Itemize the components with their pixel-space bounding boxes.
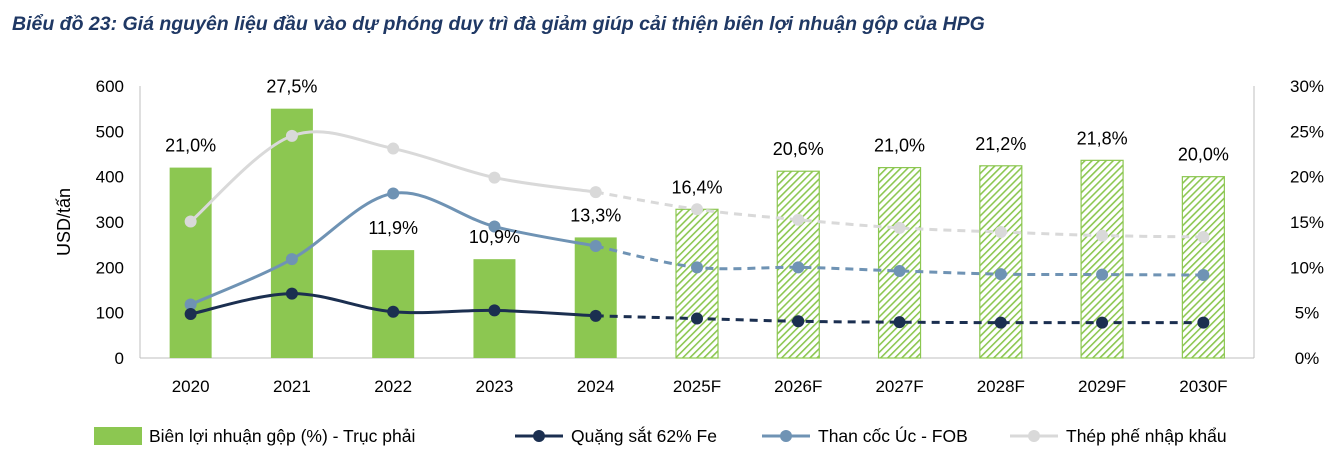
bar-2027F xyxy=(877,167,922,359)
x-tick-label: 2022 xyxy=(374,377,412,396)
legend-label: Than cốc Úc - FOB xyxy=(818,425,968,446)
y-tick-label: 200 xyxy=(96,258,124,277)
x-tick-label: 2020 xyxy=(172,377,210,396)
x-tick-label: 2025F xyxy=(673,377,721,396)
bar-2028F xyxy=(979,165,1023,359)
point-thep-phe-nhap-khau-2020 xyxy=(184,215,197,228)
y2-tick-label: 20% xyxy=(1290,168,1324,187)
legend-swatch-marker xyxy=(1028,430,1040,442)
chart-title: Biểu đồ 23: Giá nguyên liệu đầu vào dự p… xyxy=(12,13,985,35)
point-quang-sat-62-fe-2022 xyxy=(387,305,400,318)
point-than-coc-uc-fob-2029F xyxy=(1096,268,1109,281)
data-label-2022: 11,9% xyxy=(368,218,418,238)
data-label-2025F: 16,4% xyxy=(671,177,722,197)
bars xyxy=(169,108,1225,359)
point-than-coc-uc-fob-2028F xyxy=(994,268,1007,281)
point-quang-sat-62-fe-2029F xyxy=(1096,316,1109,329)
y-axis-title: USD/tấn xyxy=(54,188,74,256)
y2-tick-label: 10% xyxy=(1290,258,1324,277)
point-than-coc-uc-fob-2026F xyxy=(792,261,805,274)
point-thep-phe-nhap-khau-2029F xyxy=(1096,229,1109,242)
y2-tick-label: 30% xyxy=(1290,77,1324,96)
point-quang-sat-62-fe-2025F xyxy=(691,312,703,325)
legend-swatch-marker xyxy=(533,430,545,442)
x-tick-label: 2021 xyxy=(273,377,311,396)
point-thep-phe-nhap-khau-2030F xyxy=(1197,230,1210,243)
point-thep-phe-nhap-khau-2028F xyxy=(994,225,1007,238)
x-tick-label: 2024 xyxy=(577,377,615,396)
point-quang-sat-62-fe-2026F xyxy=(792,315,805,328)
point-thep-phe-nhap-khau-2021 xyxy=(285,129,298,142)
point-than-coc-uc-fob-2030F xyxy=(1197,269,1210,282)
point-thep-phe-nhap-khau-2027F xyxy=(893,221,906,234)
x-tick-label: 2027F xyxy=(875,377,923,396)
point-quang-sat-62-fe-2023 xyxy=(488,304,501,317)
y-tick-label: 100 xyxy=(96,304,124,323)
point-than-coc-uc-fob-2025F xyxy=(691,261,703,274)
lines xyxy=(184,129,1210,329)
point-thep-phe-nhap-khau-2026F xyxy=(792,213,805,226)
data-label-2027F: 21,0% xyxy=(874,136,925,156)
data-label-2023: 10,9% xyxy=(469,227,520,247)
bar-2022 xyxy=(372,250,415,358)
data-label-2030F: 20,0% xyxy=(1178,145,1229,165)
point-thep-phe-nhap-khau-2025F xyxy=(691,203,703,216)
point-than-coc-uc-fob-2023 xyxy=(488,220,501,233)
data-labels: 21,0% 27,5% 11,9% 10,9% 13,3% 16,4% 20,6% 21,0%… xyxy=(165,77,1229,248)
y-tick-label: 300 xyxy=(96,213,124,232)
point-quang-sat-62-fe-2030F xyxy=(1197,316,1210,329)
point-quang-sat-62-fe-2028F xyxy=(994,316,1007,329)
y-tick-label: 500 xyxy=(96,122,124,141)
data-label-2021: 27,5% xyxy=(266,77,317,97)
point-quang-sat-62-fe-2020 xyxy=(184,308,197,321)
data-label-2026F: 20,6% xyxy=(773,139,824,159)
y-tick-label: 0 xyxy=(115,349,124,368)
point-quang-sat-62-fe-2027F xyxy=(893,316,906,329)
legend-label: Quặng sắt 62% Fe xyxy=(571,425,717,446)
bar-2030F xyxy=(1181,176,1225,359)
point-than-coc-uc-fob-2024 xyxy=(589,240,602,253)
y-tick-label: 400 xyxy=(96,168,124,187)
y-tick-label: 600 xyxy=(96,77,124,96)
point-quang-sat-62-fe-2024 xyxy=(589,309,602,322)
point-thep-phe-nhap-khau-2022 xyxy=(387,142,400,155)
point-thep-phe-nhap-khau-2023 xyxy=(488,171,501,184)
legend-label: Biên lợi nhuận gộp (%) - Trục phải xyxy=(149,426,415,446)
x-tick-label: 2026F xyxy=(774,377,822,396)
data-label-2028F: 21,2% xyxy=(975,134,1026,154)
data-label-2029F: 21,8% xyxy=(1077,128,1128,148)
point-than-coc-uc-fob-2022 xyxy=(387,187,400,200)
point-thep-phe-nhap-khau-2024 xyxy=(589,186,602,199)
bar-2020 xyxy=(169,167,212,358)
bar-2021 xyxy=(270,108,313,359)
x-tick-label: 2029F xyxy=(1078,377,1126,396)
axes: 0 100 200 300 400 500 600 0% 5% 10% 15% 20% 25% 30% 20… xyxy=(54,77,1324,396)
data-label-2020: 21,0% xyxy=(165,136,216,156)
point-than-coc-uc-fob-2021 xyxy=(285,253,298,266)
data-label-2024: 13,3% xyxy=(570,205,621,225)
legend-swatch-bar xyxy=(94,427,142,445)
point-quang-sat-62-fe-2021 xyxy=(285,287,298,300)
y2-tick-label: 0% xyxy=(1295,349,1320,368)
y2-tick-label: 25% xyxy=(1290,122,1324,141)
y2-tick-label: 15% xyxy=(1290,213,1324,232)
bar-2024 xyxy=(574,237,617,358)
legend: Biên lợi nhuận gộp (%) - Trục phải Quặng … xyxy=(94,425,1227,446)
x-tick-label: 2028F xyxy=(977,377,1025,396)
x-tick-label: 2030F xyxy=(1179,377,1227,396)
legend-swatch-marker xyxy=(780,430,792,442)
point-than-coc-uc-fob-2020 xyxy=(184,298,197,311)
bar-2025F xyxy=(675,208,719,359)
legend-label: Thép phế nhập khẩu xyxy=(1066,426,1227,446)
y2-tick-label: 5% xyxy=(1295,304,1320,323)
point-than-coc-uc-fob-2027F xyxy=(893,264,906,277)
x-tick-label: 2023 xyxy=(476,377,514,396)
